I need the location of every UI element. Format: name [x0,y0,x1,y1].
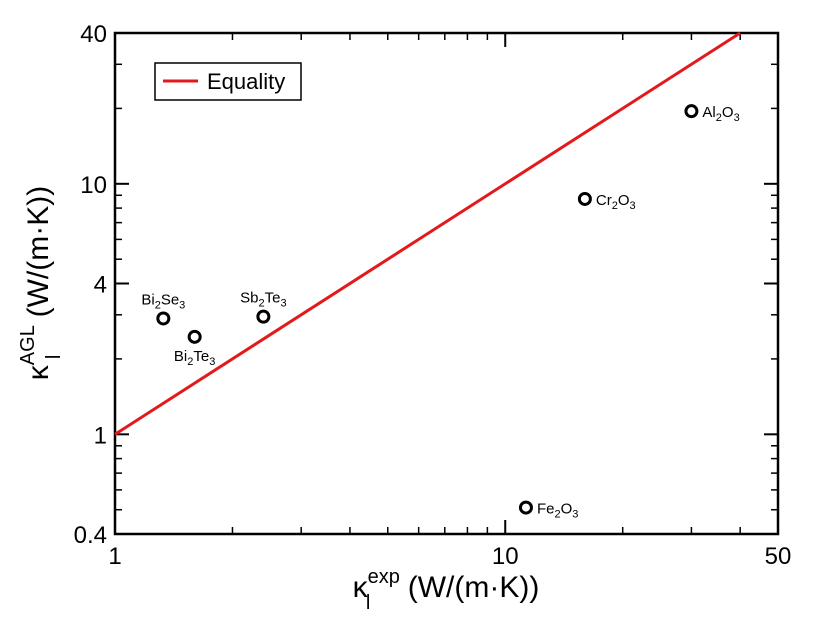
x-tick-label: 10 [492,543,519,570]
point-label-fe2o3: Fe2O3 [537,501,578,521]
legend-label-equality: Equality [207,69,285,94]
point-al2o3 [684,104,699,119]
point-fe2o3 [518,500,533,515]
point-label-sb2te3: Sb2Te3 [240,290,286,310]
y-tick-label: 10 [80,172,107,199]
point-bi2te3 [187,329,202,344]
plot-frame [113,31,780,536]
y-tick-label: 0.4 [74,522,107,549]
point-label-bi2te3: Bi2Te3 [174,348,215,368]
y-tick-label: 40 [80,21,107,48]
point-cr2o3 [577,191,592,206]
point-label-cr2o3: Cr2O3 [596,192,636,212]
point-sb2te3 [256,309,271,324]
y-tick-label: 1 [94,422,107,449]
x-axis-label: κexp l (W/(m·K)) [353,566,540,614]
point-label-al2o3: Al2O3 [702,104,739,124]
equality-line [114,31,741,436]
y-axis-label: κAGL l (W/(m·K)) [17,186,65,380]
ticks-layer [114,32,779,535]
legend: Equality [154,62,302,101]
y-tick-label: 4 [94,272,107,299]
point-bi2se3 [156,311,171,326]
x-tick-label: 50 [765,543,792,570]
point-label-bi2se3: Bi2Se3 [141,291,185,311]
series-layer [114,31,741,515]
x-tick-label: 1 [108,543,121,570]
labels-layer: 1 10 500.4141040Bi2Se3Bi2Te3Sb2Te3Cr2O3Al2… [74,21,792,570]
